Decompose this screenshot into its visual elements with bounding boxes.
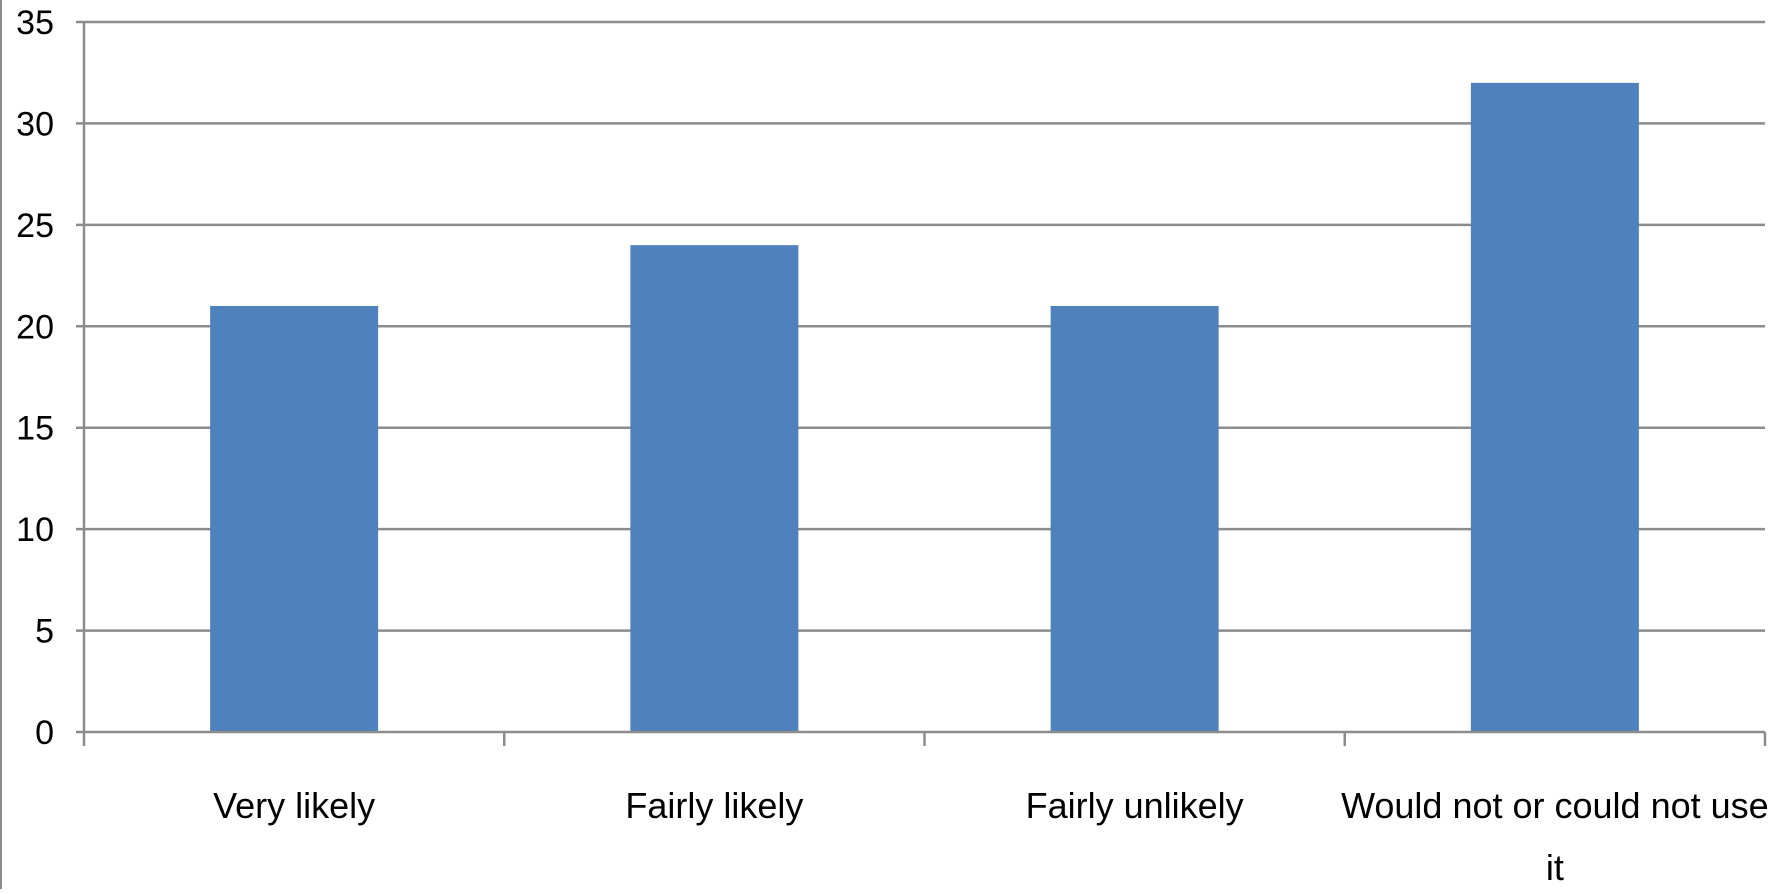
x-category-label: Would not or could not use it	[1341, 785, 1769, 888]
bar	[630, 245, 799, 732]
bars	[210, 82, 1639, 733]
x-category-label: Very likely	[213, 785, 375, 826]
axes	[76, 22, 1767, 746]
y-tick-label: 25	[16, 207, 54, 245]
x-category-label: Fairly likely	[625, 785, 803, 826]
x-axis-category-labels: Very likely Fairly likely Fairly unlikely W…	[213, 785, 1769, 888]
x-category-label: Fairly unlikely	[1026, 785, 1244, 826]
bar	[1050, 306, 1219, 732]
y-tick-label: 0	[35, 714, 54, 752]
y-axis-tick-labels: 0 5 10 15 20 25 30 35	[16, 4, 54, 752]
y-tick-label: 5	[35, 613, 54, 651]
y-tick-label: 15	[16, 410, 54, 448]
y-tick-label: 35	[16, 4, 54, 42]
y-tick-label: 10	[16, 511, 54, 549]
bar	[1470, 82, 1639, 733]
y-tick-label: 20	[16, 308, 54, 346]
y-tick-label: 30	[16, 105, 54, 143]
bar	[210, 306, 379, 732]
